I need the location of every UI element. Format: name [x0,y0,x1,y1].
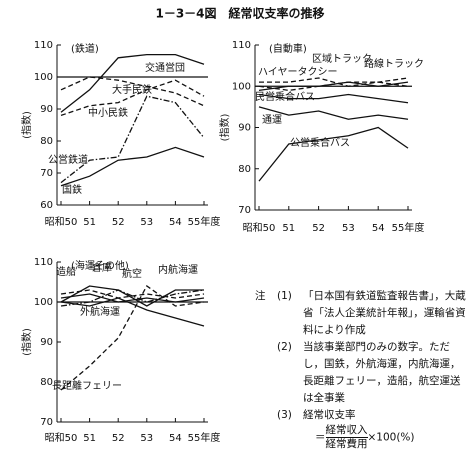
series-label: 内航海運 [158,263,198,276]
x-tick-label: 55年度 [188,215,221,228]
note-number: (2) [277,341,292,353]
y-axis-label: (指数) [20,328,33,356]
series-line [60,76,205,107]
y-tick-label: 70 [238,205,251,216]
series-line [60,285,205,391]
y-tick-label: 100 [34,297,53,308]
note-text: 「日本国有鉄道監査報告書」，大蔵省「法人企業統計年報」，運輸省資料により作成 [303,290,466,336]
note-item: (2) 当該事業部門のみの数字。ただし，国鉄，外航海運，内航海運，長距離フェリー，… [255,339,467,407]
x-tick-label: 52 [312,223,325,234]
series-label: 国鉄 [62,183,82,196]
series-line [60,53,205,113]
series-line [60,79,205,117]
series-label: 公営鉄道 [48,153,88,166]
denominator: 経常費用 [325,438,368,450]
series-line [60,146,205,187]
series-label: 大手民鉄 [112,83,152,96]
series-label: 通運 [262,114,282,126]
x-tick-label: 51 [83,217,96,228]
series-label: 民営乗合バス [255,90,315,103]
series-label: 外航海運 [80,305,120,318]
series-label: 中小民鉄 [88,106,128,119]
series-line [258,81,409,92]
y-tick-label: 110 [34,257,53,268]
series-line [60,95,205,184]
numerator: 経常収入 [325,424,368,438]
series-label: 公営乗合バス [290,136,350,149]
series-line [60,297,205,327]
x-tick-label: 昭和50 [243,222,276,234]
series-line [60,293,205,303]
notes: 注 (1) 「日本国有鉄道監査報告書」，大蔵省「法人企業統計年報」，運輸省資料により… [255,288,467,451]
note-number: (3) [277,409,292,421]
formula-lhs: ＝ [315,431,326,444]
note-item: 注 (1) 「日本国有鉄道監査報告書」，大蔵省「法人企業統計年報」，運輸省資料により… [255,288,467,339]
y-tick-label: 100 [232,81,251,92]
x-tick-label: 54 [169,433,182,444]
note-number: (1) [277,290,292,302]
x-tick-label: 53 [342,223,355,234]
series-line [258,126,409,182]
figure-title: 1－3－4図 経常収支率の推移 [155,6,324,21]
formula-suffix: ×100(%) [367,431,415,444]
y-tick-label: 110 [232,40,251,51]
note-text: 当該事業部門のみの数字。ただし，国鉄，外航海運，内航海運，長距離フェリー，造船，… [303,341,461,404]
chart-title: (鉄道) [71,42,99,55]
x-tick-label: 52 [112,433,125,444]
y-tick-label: 70 [40,168,53,179]
x-tick-label: 54 [169,217,182,228]
series-line [259,77,409,87]
y-tick-label: 60 [40,200,53,211]
x-tick-label: 55年度 [188,431,221,444]
chart-title: (自動車) [269,42,307,55]
x-tick-label: 昭和50 [45,432,78,444]
series-line [60,285,204,307]
x-tick-label: 53 [140,217,153,228]
note-label: 注 [255,290,266,302]
y-tick-label: 80 [40,136,53,147]
note-item: (3) 経常収支率 [255,407,467,424]
x-tick-label: 52 [112,217,125,228]
fraction: 経常収入 経常費用 [325,424,368,451]
series-label: 路線トラック [364,57,424,70]
series-label: 区域トラック [312,52,372,65]
y-tick-label: 110 [34,40,53,51]
y-tick-label: 100 [34,72,53,83]
y-tick-label: 80 [238,164,251,175]
y-tick-label: 90 [238,123,251,134]
x-tick-label: 51 [282,223,295,234]
y-tick-label: 90 [40,337,53,348]
x-tick-label: 51 [83,433,96,444]
series-label: 造船 [56,265,76,278]
series-label: ハイヤータクシー [258,66,338,78]
y-tick-label: 90 [40,104,53,115]
series-line [60,289,205,307]
series-line [258,106,409,120]
series-label: 倉庫 [92,261,112,274]
y-tick-label: 80 [40,377,53,388]
chart-title: (海運その他) [71,259,129,272]
series-label: 長距離フェリー [52,379,122,392]
y-axis-label: (指数) [20,111,33,139]
y-tick-label: 70 [40,417,53,428]
x-tick-label: 昭和50 [45,216,78,228]
note-text: 経常収支率 [303,409,356,421]
formula: ＝経常収入 経常費用 ×100(%) [255,424,467,451]
series-line [258,93,409,104]
x-tick-label: 54 [372,223,385,234]
x-tick-label: 53 [140,433,153,444]
x-tick-label: 55年度 [392,221,425,234]
series-label: 航空 [122,267,142,280]
series-label: 交通営団 [145,61,185,74]
series-line [60,289,205,299]
y-axis-label: (指数) [218,114,231,142]
